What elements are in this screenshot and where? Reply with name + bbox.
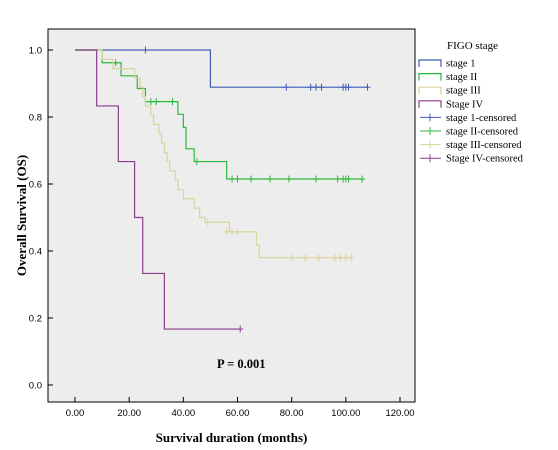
survival-step-line [75, 49, 241, 330]
legend-label: stage 1 [446, 59, 475, 70]
x-tick-label: 40.00 [171, 408, 195, 419]
series-stage-ii [75, 49, 366, 183]
legend-label: stage II [446, 72, 478, 83]
x-tick-label: 0.00 [66, 408, 85, 419]
x-tick-label: 60.00 [226, 408, 250, 419]
y-tick-label: 0.8 [29, 113, 42, 124]
legend-swatch-line [418, 86, 442, 95]
legend-entry: stage II [418, 72, 478, 83]
legend-swatch-line [418, 73, 442, 81]
legend-entry: Stage IV-censored [420, 154, 524, 165]
legend-swatch-line [418, 100, 442, 108]
legend-label: stage II-censored [446, 127, 519, 138]
legend-label: stage III [446, 86, 481, 97]
y-tick-label: 1.0 [29, 46, 42, 57]
legend-label: stage 1-censored [446, 113, 517, 124]
x-tick-label: 20.00 [117, 408, 141, 419]
y-axis-title: Overall Survival (OS) [14, 155, 29, 276]
series-layer [75, 46, 371, 333]
y-tick-label: 0.0 [29, 381, 42, 392]
y-tick-label: 0.6 [29, 180, 42, 191]
y-tick-label: 0.4 [29, 247, 42, 258]
legend-entry: Stage IV [418, 99, 483, 110]
survival-step-line [75, 49, 363, 180]
legend: FIGO stage stage 1 stage II stage III Stage… [418, 40, 524, 165]
legend-label: Stage IV-censored [446, 154, 524, 165]
x-tick-label: 120.00 [385, 408, 414, 419]
axes: 0.0 0.2 0.4 0.6 0.8 1.0 0.00 20.00 40.00 60.00 80.… [29, 46, 415, 420]
x-tick-label: 80.00 [280, 408, 304, 419]
series-stage-iv [75, 49, 244, 333]
x-axis-title: Survival duration (months) [156, 430, 308, 445]
p-value-annotation: P = 0.001 [217, 357, 265, 371]
x-tick-label: 100.00 [331, 408, 360, 419]
series-stage-iii [75, 49, 355, 262]
survival-step-line [75, 49, 352, 259]
y-tick-label: 0.2 [29, 314, 42, 325]
legend-entry: stage II-censored [420, 127, 519, 138]
legend-entry: stage 1-censored [420, 113, 517, 124]
legend-label: stage III-censored [446, 140, 522, 151]
legend-swatch-line [418, 59, 442, 67]
legend-label: Stage IV [446, 99, 483, 110]
legend-title: FIGO stage [447, 40, 498, 52]
legend-entry: stage 1 [418, 59, 475, 70]
legend-entry: stage III [418, 86, 481, 97]
plot-area [47, 28, 416, 403]
legend-entry: stage III-censored [420, 140, 522, 151]
series-stage-1 [75, 46, 371, 91]
